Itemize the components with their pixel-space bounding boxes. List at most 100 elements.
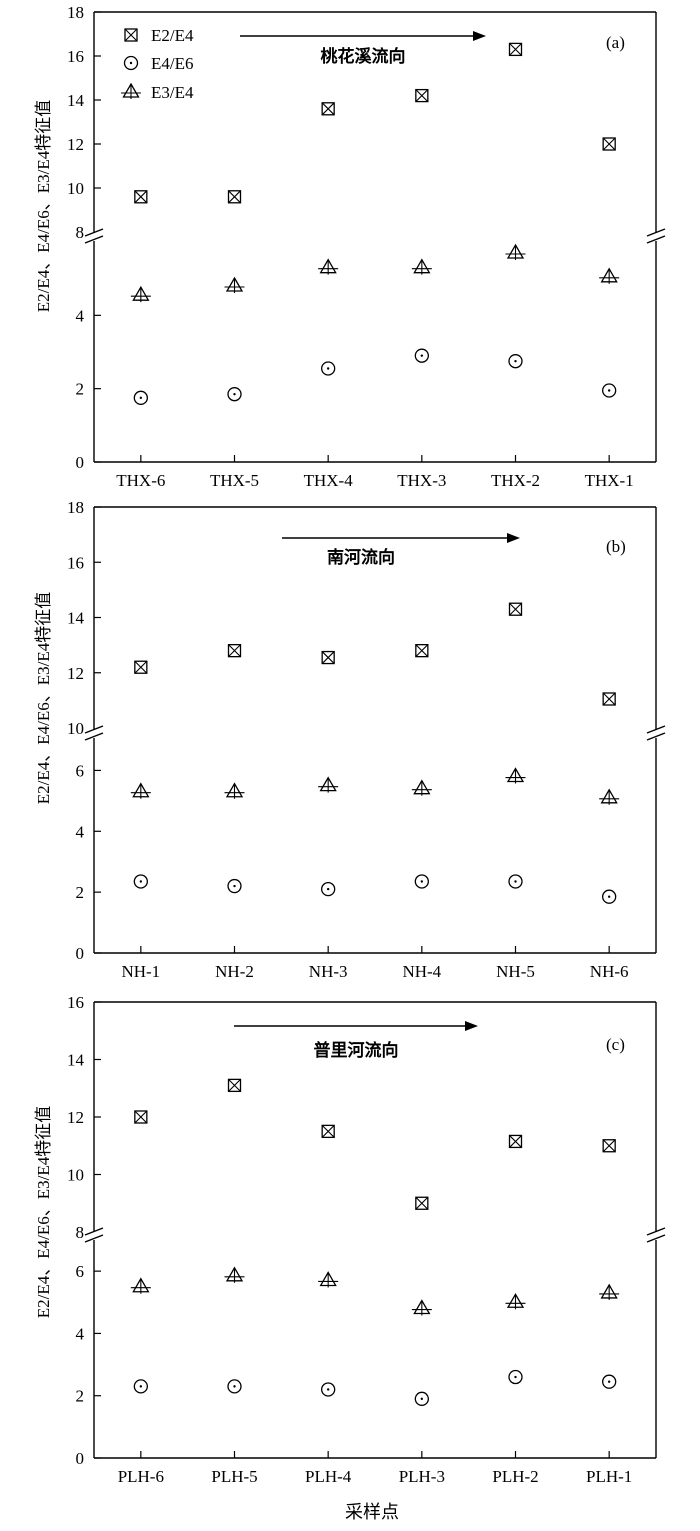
x-tick-label: THX-3	[397, 471, 446, 490]
x-tick-label: THX-4	[304, 471, 354, 490]
data-point-e2-e4	[415, 88, 429, 103]
panel-label: (a)	[606, 33, 625, 52]
data-point-e3-e4	[130, 1277, 151, 1294]
axis-break-mark	[646, 1234, 666, 1243]
x-tick-label: NH-6	[590, 962, 629, 981]
data-point-e4-e6	[321, 881, 336, 897]
data-point-e4-e6	[602, 383, 617, 398]
y-tick-label: 14	[67, 91, 85, 110]
y-tick-label: 4	[76, 306, 85, 325]
panel-label: (b)	[606, 537, 626, 556]
x-tick-label: NH-2	[215, 962, 254, 981]
axis-break-mark	[646, 1227, 666, 1236]
axis-break-mark	[646, 235, 666, 244]
x-tick-label: PLH-4	[305, 1467, 352, 1486]
axis-break-mark	[646, 725, 666, 734]
data-point-e3-e4	[318, 258, 339, 275]
y-tick-label: 12	[67, 664, 84, 683]
data-point-e2-e4	[415, 1196, 429, 1210]
y-tick-label: 18	[67, 3, 84, 22]
flow-direction-label: 南河流向	[327, 547, 395, 568]
y-tick-label: 0	[76, 453, 85, 472]
y-tick-label: 12	[67, 1108, 84, 1127]
y-tick-label: 18	[67, 498, 84, 517]
data-point-e3-e4	[599, 788, 620, 805]
data-point-e2-e4	[508, 1134, 523, 1149]
data-point-e2-e4	[321, 650, 335, 665]
axis-break-mark	[646, 732, 666, 741]
axis-break-mark	[84, 725, 104, 734]
flow-direction-label: 普里河流向	[314, 1040, 399, 1061]
data-point-e4-e6	[133, 874, 148, 889]
data-point-e2-e4	[227, 1078, 242, 1093]
data-point-e2-e4	[602, 1139, 616, 1153]
axis-break-mark	[84, 1234, 104, 1243]
y-tick-label: 16	[67, 993, 84, 1012]
data-point-e2-e4	[602, 692, 616, 706]
data-point-e3-e4	[411, 779, 432, 796]
flow-arrow-head	[507, 533, 520, 543]
y-tick-label: 4	[76, 1324, 85, 1343]
y-tick-label: 8	[76, 1223, 85, 1242]
data-point-e3-e4	[505, 243, 526, 260]
y-tick-label: 2	[76, 380, 85, 399]
flow-arrow-head	[473, 31, 486, 41]
y-tick-label: 14	[67, 1051, 85, 1070]
data-point-e2-e4	[134, 190, 148, 204]
legend-marker	[123, 55, 139, 71]
data-point-e3-e4	[224, 276, 245, 293]
data-point-e4-e6	[321, 1382, 336, 1397]
x-tick-label: THX-5	[210, 471, 259, 490]
data-point-e3-e4	[411, 258, 432, 275]
data-point-e3-e4	[318, 776, 339, 793]
data-point-e4-e6	[602, 1374, 617, 1389]
legend-label: E4/E6	[151, 54, 194, 73]
data-point-e4-e6	[227, 1379, 242, 1394]
data-point-e4-e6	[227, 387, 242, 402]
data-point-e2-e4	[321, 102, 335, 116]
x-tick-label: THX-2	[491, 471, 540, 490]
x-tick-label: NH-3	[309, 962, 348, 981]
y-tick-label: 16	[67, 553, 84, 572]
data-point-e2-e4	[508, 602, 523, 616]
data-point-e2-e4	[134, 660, 148, 674]
data-point-e4-e6	[414, 874, 429, 889]
data-point-e4-e6	[508, 874, 523, 889]
x-tick-label: NH-1	[121, 962, 160, 981]
axis-break-mark	[84, 235, 104, 244]
legend-marker	[121, 82, 141, 99]
y-tick-label: 14	[67, 609, 85, 628]
y-tick-label: 8	[76, 223, 85, 242]
y-tick-label: 0	[76, 944, 85, 963]
data-point-e3-e4	[505, 767, 526, 784]
data-point-e3-e4	[224, 782, 245, 799]
data-point-e3-e4	[505, 1292, 526, 1310]
x-tick-label: NH-5	[496, 962, 535, 981]
panel-label: (c)	[606, 1035, 625, 1054]
x-tick-label: PLH-1	[586, 1467, 632, 1486]
y-tick-label: 10	[67, 1166, 84, 1185]
panel-c: 0 2 4 6 8 10 12 14 16 PLH-6 PLH-5 PLH-4 PLH-3 PLH-2 PL…	[34, 993, 666, 1523]
data-point-e3-e4	[599, 267, 620, 284]
data-point-e3-e4	[224, 1266, 245, 1283]
x-tick-label: NH-4	[402, 962, 441, 981]
flow-direction-label: 桃花溪流向	[321, 46, 406, 67]
y-tick-label: 0	[76, 1449, 85, 1468]
data-point-e4-e6	[133, 1379, 148, 1394]
data-point-e4-e6	[227, 878, 242, 894]
data-point-e2-e4	[134, 1110, 148, 1124]
data-point-e4-e6	[133, 390, 148, 405]
data-point-e3-e4	[318, 1271, 339, 1288]
axis-break-mark	[646, 228, 666, 237]
data-point-e4-e6	[508, 354, 523, 369]
legend-label: E3/E4	[151, 83, 194, 102]
data-point-e2-e4	[227, 190, 242, 204]
y-axis-title: E2/E4、E4/E6、E3/E4特征值	[34, 1106, 53, 1318]
data-point-e2-e4	[415, 644, 429, 658]
legend-label: E2/E4	[151, 26, 194, 45]
data-point-e4-e6	[508, 1369, 523, 1385]
y-tick-label: 16	[67, 47, 84, 66]
panel-b: 0 2 4 6 10 12 14 16 18 NH-1 NH-2 NH-3 NH-4 NH-5 NH-6 E2…	[34, 498, 666, 981]
y-tick-label: 10	[67, 179, 84, 198]
